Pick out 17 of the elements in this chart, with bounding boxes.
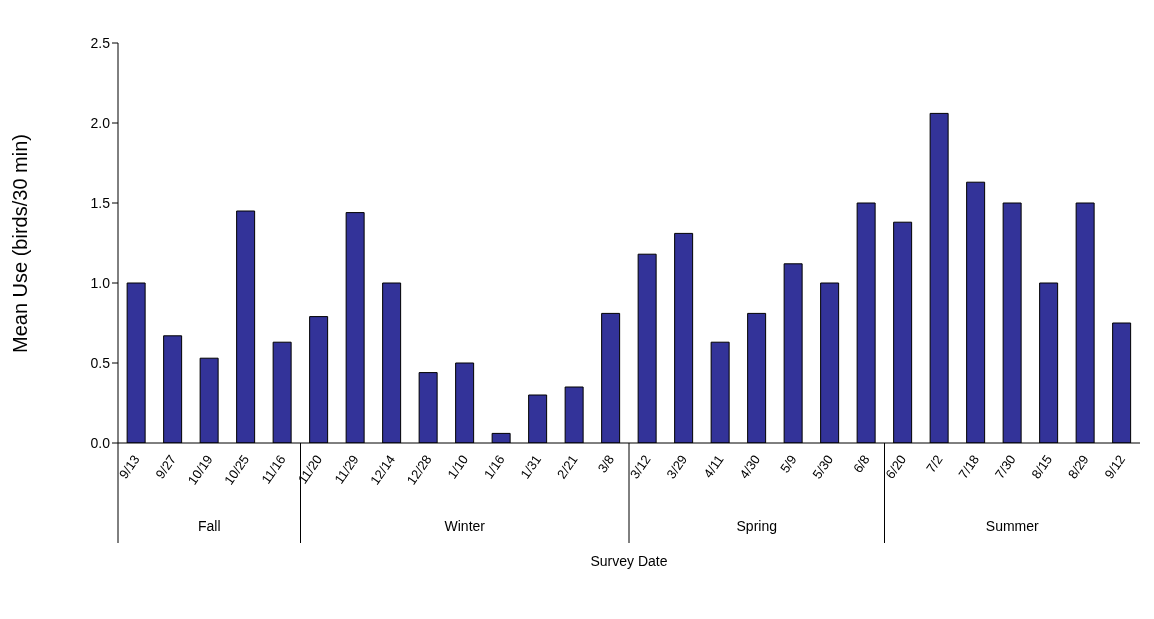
y-tick-label: 0.5 — [90, 354, 111, 371]
x-axis-title: Survey Date — [590, 553, 668, 569]
text: Winter — [444, 518, 486, 534]
y-tick-label: 0.0 — [90, 434, 111, 451]
y-tick-label: 2.5 — [90, 34, 111, 51]
y-axis-title: Mean Use (birds/30 min) — [9, 134, 32, 353]
x-tick-label: 6/8 — [850, 452, 873, 476]
x-tick-label: 7/2 — [923, 452, 946, 476]
x-tick-label: 3/8 — [594, 452, 618, 476]
x-tick-label: 5/9 — [777, 452, 800, 476]
text: Fall — [197, 518, 221, 534]
x-tick-label: 4/11 — [700, 452, 727, 481]
text: Spring — [736, 518, 777, 534]
text: Summer — [985, 518, 1040, 534]
y-tick-label: 1.5 — [90, 194, 111, 211]
y-tick-label: 2.0 — [90, 114, 111, 131]
y-tick-label: 1.0 — [90, 274, 111, 291]
